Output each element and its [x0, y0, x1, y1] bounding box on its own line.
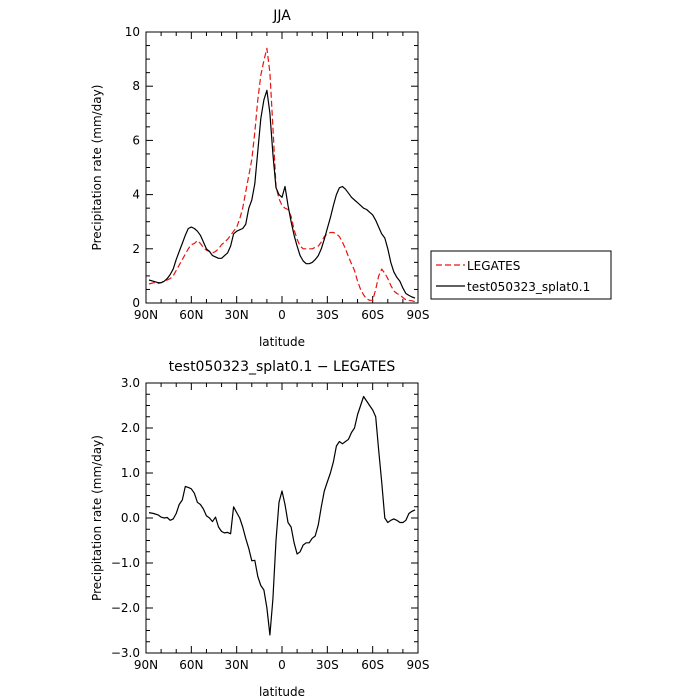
bottom-x-tick-label: 90N [134, 658, 158, 672]
bottom-x-tick-label: 60N [179, 658, 203, 672]
bottom-y-axis-label: Precipitation rate (mm/day) [90, 435, 104, 601]
bottom-x-axis-label: latitude [259, 685, 305, 699]
top-x-tick-label: 60N [179, 308, 203, 322]
bottom-y-tick-label: 0.0 [121, 511, 140, 525]
top-x-tick-label: 90N [134, 308, 158, 322]
top-y-tick-label: 0 [132, 296, 140, 310]
bottom-y-tick-label: 1.0 [121, 466, 140, 480]
bottom-y-tick-label: −2.0 [111, 601, 140, 615]
top-y-axis-label: Precipitation rate (mm/day) [90, 85, 104, 251]
bottom-x-tick-label: 0 [278, 658, 286, 672]
top-x-tick-label: 60S [361, 308, 384, 322]
top-x-tick-label: 30N [225, 308, 249, 322]
bottom-chart-title: test050323_splat0.1 − LEGATES [169, 359, 396, 375]
top-x-axis-label: latitude [259, 335, 305, 349]
bottom-y-tick-label: −1.0 [111, 556, 140, 570]
top-plot-frame [145, 31, 419, 304]
bottom-x-tick-label: 30N [225, 658, 249, 672]
legend-label-0: LEGATES [467, 259, 520, 273]
bottom-x-tick-label: 90S [407, 658, 430, 672]
top-chart-title: JJA [272, 8, 291, 24]
bottom-plot-frame [145, 382, 419, 654]
bottom-y-tick-label: 3.0 [121, 376, 140, 390]
top-series-line-legates [148, 47, 416, 303]
bottom-x-tick-label: 60S [361, 658, 384, 672]
top-y-tick-label: 2 [132, 242, 140, 256]
top-y-tick-label: 8 [132, 79, 140, 93]
bottom-y-tick-label: 2.0 [121, 421, 140, 435]
top-y-tick-label: 6 [132, 133, 140, 147]
top-x-tick-label: 90S [407, 308, 430, 322]
top-y-tick-label: 10 [125, 25, 140, 39]
top-series-line-test050323-splat0-1 [148, 89, 416, 299]
top-x-tick-label: 0 [278, 308, 286, 322]
bottom-x-tick-label: 30S [316, 658, 339, 672]
top-x-tick-label: 30S [316, 308, 339, 322]
bottom-y-tick-label: −3.0 [111, 646, 140, 660]
legend-label-1: test050323_splat0.1 [467, 280, 590, 294]
legend-box [430, 250, 612, 300]
bottom-series-line-0 [148, 395, 416, 636]
top-y-tick-label: 4 [132, 188, 140, 202]
